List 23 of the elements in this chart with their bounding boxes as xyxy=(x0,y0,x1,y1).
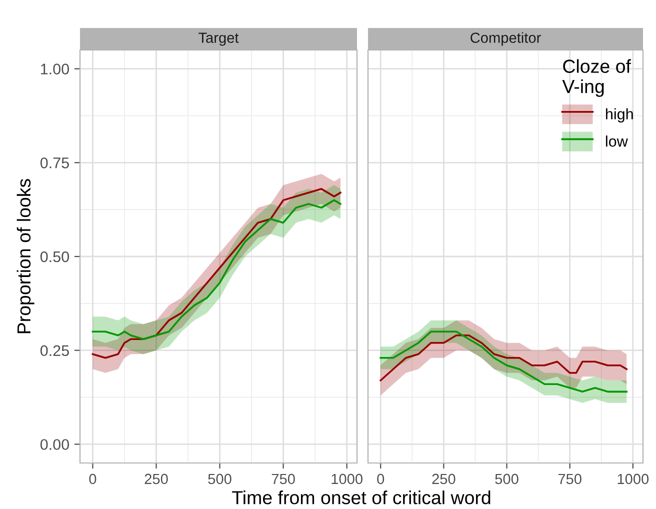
x-tick-label: 750 xyxy=(272,474,295,484)
legend-title: Cloze of V-ing xyxy=(562,59,631,97)
x-tick-label: 1000 xyxy=(332,474,362,484)
x-tick-label: 0 xyxy=(377,474,384,484)
y-tick-label: 1.00 xyxy=(41,64,69,74)
x-tick-label: 750 xyxy=(558,474,582,484)
y-axis-title: Proportion of looks xyxy=(16,179,34,334)
legend-label: high xyxy=(606,108,633,122)
x-axis-title: Time from onset of critical word xyxy=(232,490,490,504)
line-series xyxy=(92,199,342,340)
x-tick-label: 500 xyxy=(208,474,232,484)
x-tick-label: 250 xyxy=(432,474,456,484)
legend-label: low xyxy=(606,136,628,147)
chart-title: Competitor xyxy=(470,32,541,46)
y-tick-label: 0.75 xyxy=(40,158,69,168)
x-tick-label: 0 xyxy=(89,474,96,484)
x-tick-label: 1000 xyxy=(618,474,649,484)
y-tick-label: 0.00 xyxy=(40,439,69,450)
chart-title: Target xyxy=(198,32,239,46)
x-tick-label: 250 xyxy=(144,474,168,484)
y-tick-label: 0.50 xyxy=(40,251,69,262)
y-tick-label: 0.25 xyxy=(40,345,69,356)
x-tick-label: 500 xyxy=(495,474,518,484)
